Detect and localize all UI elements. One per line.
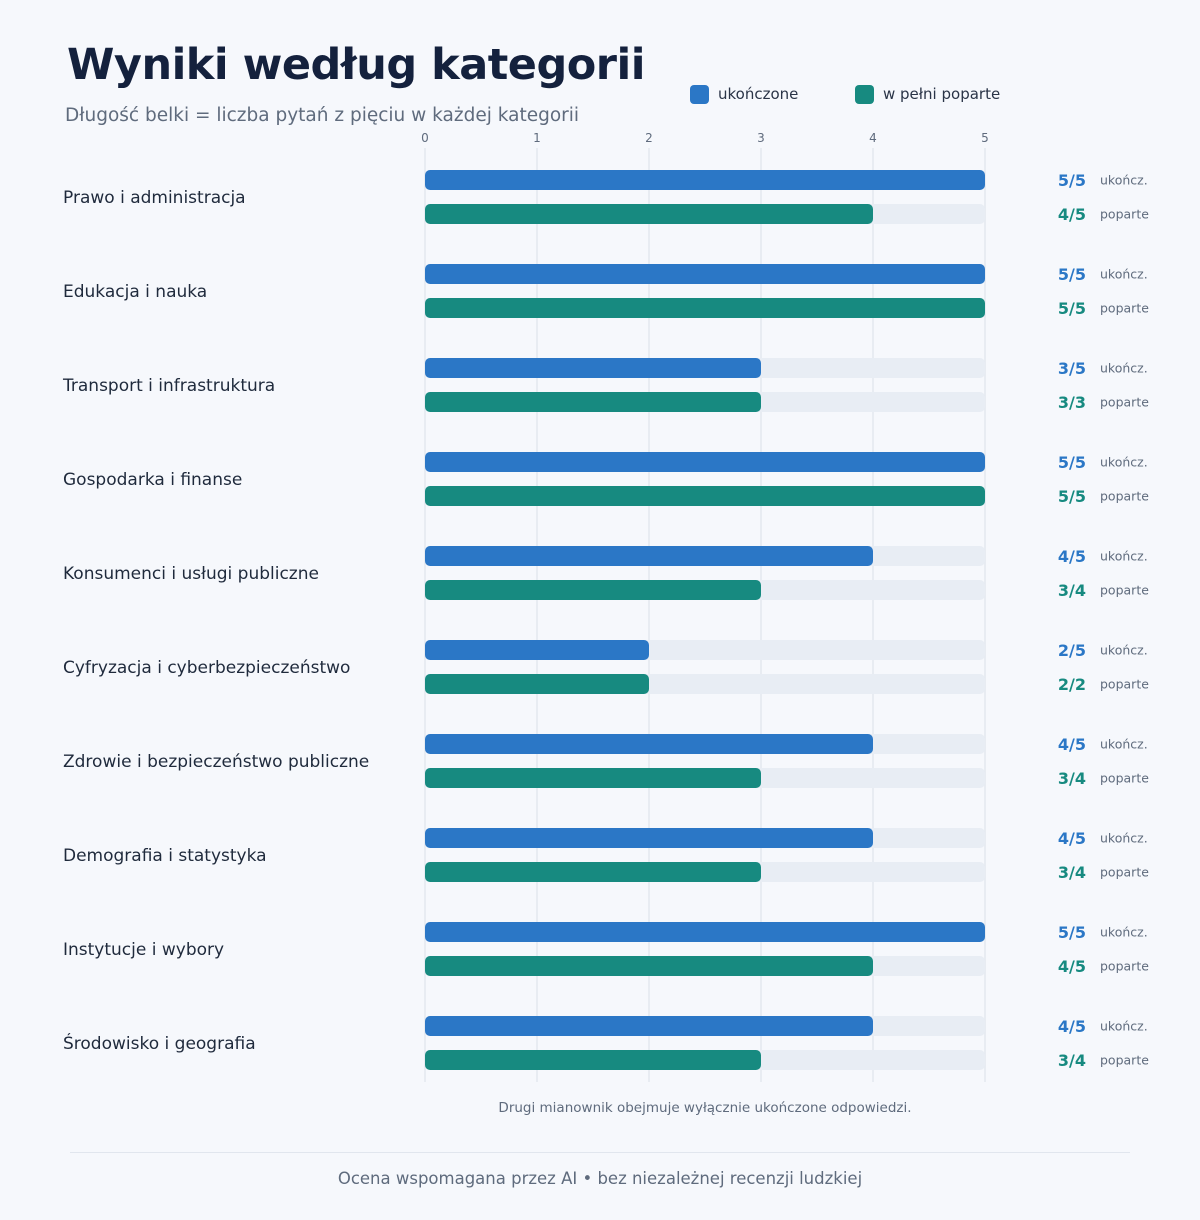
value-suffix-supported: poparte (1100, 1053, 1149, 1068)
value-label-supported: 3/4 (1058, 863, 1086, 882)
bar-completed (425, 546, 873, 566)
value-suffix-completed: ukończ. (1100, 173, 1148, 188)
bar-supported (425, 768, 761, 788)
value-label-completed: 5/5 (1058, 923, 1086, 942)
value-suffix-supported: poparte (1100, 489, 1149, 504)
value-suffix-supported: poparte (1100, 959, 1149, 974)
legend-label-completed: ukończone (718, 85, 799, 103)
value-suffix-completed: ukończ. (1100, 1019, 1148, 1034)
footer-credit: Ocena wspomagana przez AI • bez niezależ… (337, 1169, 863, 1188)
value-suffix-supported: poparte (1100, 677, 1149, 692)
value-label-supported: 3/4 (1058, 1051, 1086, 1070)
legend-swatch-supported (855, 84, 874, 104)
bar-completed (425, 170, 985, 190)
x-tick-label-2: 2 (645, 131, 653, 145)
bar-supported (425, 580, 761, 600)
category-label: Instytucje i wybory (63, 940, 224, 960)
value-suffix-supported: poparte (1100, 771, 1149, 786)
value-suffix-supported: poparte (1100, 583, 1149, 598)
bar-completed (425, 922, 985, 942)
value-label-supported: 3/4 (1058, 769, 1086, 788)
x-tick-label-0: 0 (421, 131, 429, 145)
value-label-completed: 2/5 (1058, 641, 1086, 660)
value-label-supported: 5/5 (1058, 487, 1086, 506)
value-suffix-completed: ukończ. (1100, 737, 1148, 752)
bar-completed (425, 358, 761, 378)
bar-supported (425, 392, 761, 412)
value-label-supported: 3/4 (1058, 581, 1086, 600)
bar-completed (425, 264, 985, 284)
value-suffix-supported: poparte (1100, 865, 1149, 880)
category-label: Konsumenci i usługi publiczne (63, 564, 319, 584)
legend-item-completed: ukończone (690, 84, 798, 104)
bar-completed (425, 828, 873, 848)
value-suffix-completed: ukończ. (1100, 925, 1148, 940)
value-label-supported: 4/5 (1058, 957, 1086, 976)
value-label-completed: 5/5 (1058, 171, 1086, 190)
bar-completed (425, 734, 873, 754)
bar-supported (425, 486, 985, 506)
value-label-completed: 4/5 (1058, 735, 1086, 754)
chart-title: Wyniki według kategorii (67, 40, 645, 90)
category-label: Edukacja i nauka (63, 282, 207, 302)
value-suffix-supported: poparte (1100, 395, 1149, 410)
bar-supported (425, 204, 873, 224)
value-suffix-completed: ukończ. (1100, 643, 1148, 658)
bar-supported (425, 862, 761, 882)
category-label: Transport i infrastruktura (62, 376, 275, 396)
value-suffix-completed: ukończ. (1100, 455, 1148, 470)
bar-supported (425, 674, 649, 694)
category-label: Prawo i administracja (63, 188, 246, 208)
footer-divider (70, 1152, 1130, 1153)
value-suffix-completed: ukończ. (1100, 267, 1148, 282)
value-suffix-supported: poparte (1100, 207, 1149, 222)
x-tick-label-5: 5 (981, 131, 989, 145)
category-label: Środowisko i geografia (63, 1032, 256, 1054)
bar-completed (425, 640, 649, 660)
bar-chart: 0 1 2 3 4 5 Prawo i administracja 5/5 ukończ. 4/5… (62, 131, 1149, 1082)
value-label-completed: 4/5 (1058, 547, 1086, 566)
category-label: Gospodarka i finanse (63, 470, 242, 490)
value-suffix-supported: poparte (1100, 301, 1149, 316)
value-suffix-completed: ukończ. (1100, 549, 1148, 564)
bar-completed (425, 452, 985, 472)
legend-swatch-completed (690, 84, 709, 104)
bar-supported (425, 956, 873, 976)
chart-footnote: Drugi mianownik obejmuje wyłącznie ukońc… (498, 1100, 912, 1116)
value-label-completed: 4/5 (1058, 829, 1086, 848)
value-label-supported: 5/5 (1058, 299, 1086, 318)
category-label: Demografia i statystyka (63, 846, 267, 866)
value-label-completed: 5/5 (1058, 453, 1086, 472)
value-label-supported: 3/3 (1058, 393, 1086, 412)
legend-label-supported: w pełni poparte (883, 85, 1001, 103)
bar-completed (425, 1016, 873, 1036)
x-tick-label-4: 4 (869, 131, 877, 145)
category-label: Cyfryzacja i cyberbezpieczeństwo (63, 658, 350, 678)
x-tick-label-3: 3 (757, 131, 765, 145)
chart-subtitle: Długość belki = liczba pytań z pięciu w … (65, 105, 580, 126)
bar-supported (425, 1050, 761, 1070)
value-suffix-completed: ukończ. (1100, 831, 1148, 846)
value-label-completed: 4/5 (1058, 1017, 1086, 1036)
value-label-completed: 3/5 (1058, 359, 1086, 378)
value-label-supported: 2/2 (1058, 675, 1086, 694)
x-tick-label-1: 1 (533, 131, 541, 145)
legend-item-supported: w pełni poparte (855, 84, 1000, 104)
bar-supported (425, 298, 985, 318)
value-label-completed: 5/5 (1058, 265, 1086, 284)
value-label-supported: 4/5 (1058, 205, 1086, 224)
category-label: Zdrowie i bezpieczeństwo publiczne (63, 752, 369, 772)
value-suffix-completed: ukończ. (1100, 361, 1148, 376)
